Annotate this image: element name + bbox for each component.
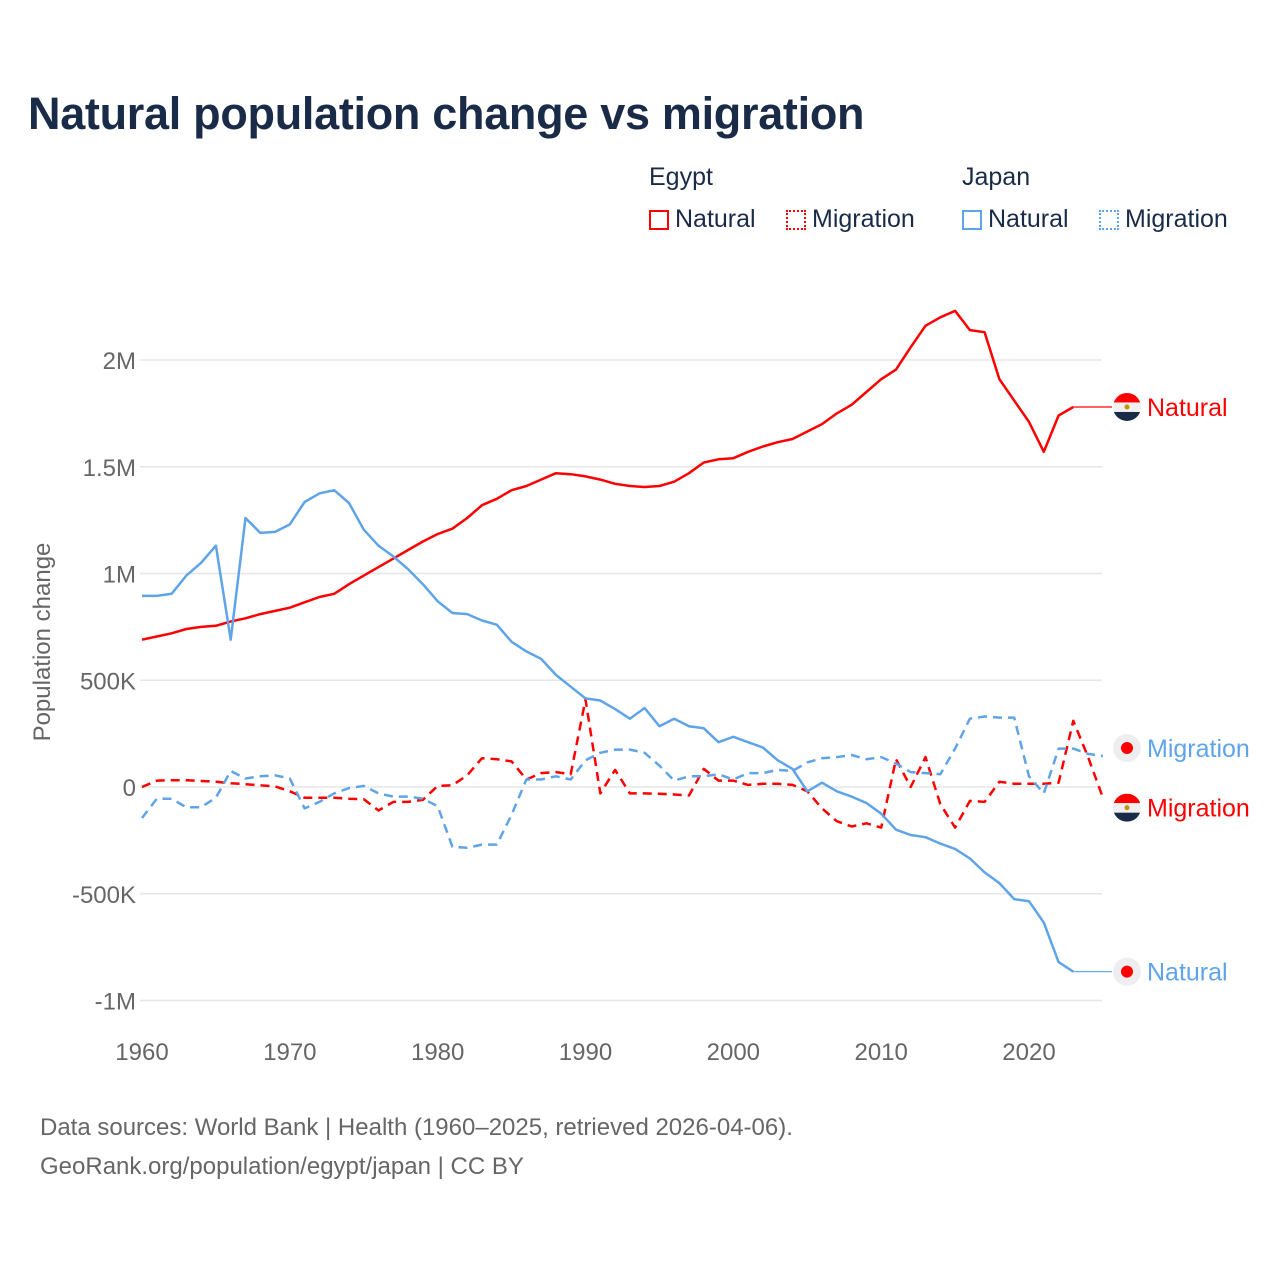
chart-title: Natural population change vs migration [28, 88, 865, 139]
x-tick-label: 1960 [115, 1039, 168, 1066]
legend-item-egypt-natural[interactable]: Natural [649, 205, 756, 234]
y-tick-label: 1M [103, 562, 136, 589]
legend-label: Migration [1125, 205, 1228, 233]
y-tick-label: -1M [95, 989, 136, 1016]
japan-migration-line [141, 715, 1104, 850]
legend-label: Natural [988, 205, 1069, 233]
japan-flag-icon [1113, 957, 1141, 986]
footer: Data sources: World Bank | Health (1960–… [40, 1108, 793, 1186]
x-tick-label: 2010 [854, 1039, 907, 1066]
y-tick-label: 0 [123, 775, 136, 802]
dotted-swatch-icon [786, 209, 806, 230]
legend-group-egypt: Egypt [649, 163, 713, 191]
y-tick-label: 500K [80, 668, 136, 695]
legend-label: Natural [675, 205, 756, 233]
x-tick-label: 1970 [263, 1039, 316, 1066]
legend-label: Migration [812, 205, 915, 233]
japan-natural-end-label: Natural [1147, 959, 1228, 987]
egypt-flag-icon [1113, 392, 1141, 421]
egypt-migration-end-label: Migration [1147, 795, 1250, 823]
japan-migration-end-label: Migration [1147, 735, 1250, 763]
legend-item-japan-natural[interactable]: Natural [962, 205, 1069, 234]
x-tick-label: 1980 [411, 1039, 464, 1066]
data-sources: Data sources: World Bank | Health (1960–… [40, 1114, 793, 1141]
legend-item-egypt-migration[interactable]: Migration [786, 205, 915, 234]
y-tick-label: -500K [72, 882, 136, 909]
y-tick-label: 2M [103, 348, 136, 375]
japan-natural-line [142, 488, 1074, 973]
y-tick-label: 1.5M [83, 455, 136, 482]
dotted-swatch-icon [1099, 209, 1119, 230]
egypt-natural-end-label: Natural [1147, 394, 1228, 422]
legend-group-japan: Japan [962, 163, 1031, 191]
solid-swatch-icon [649, 209, 669, 230]
solid-swatch-icon [962, 209, 982, 230]
egypt-flag-icon [1113, 793, 1141, 822]
x-tick-label: 1990 [559, 1039, 612, 1066]
source-link[interactable]: GeoRank.org/population/egypt/japan | CC … [40, 1153, 524, 1180]
egypt-migration-line [141, 698, 1105, 829]
x-tick-label: 2020 [1002, 1039, 1055, 1066]
y-axis-label: Population change [29, 543, 56, 742]
japan-flag-icon [1113, 734, 1141, 763]
x-tick-label: 2000 [707, 1039, 760, 1066]
legend-item-japan-migration[interactable]: Migration [1099, 205, 1228, 234]
egypt-natural-line [141, 309, 1074, 641]
